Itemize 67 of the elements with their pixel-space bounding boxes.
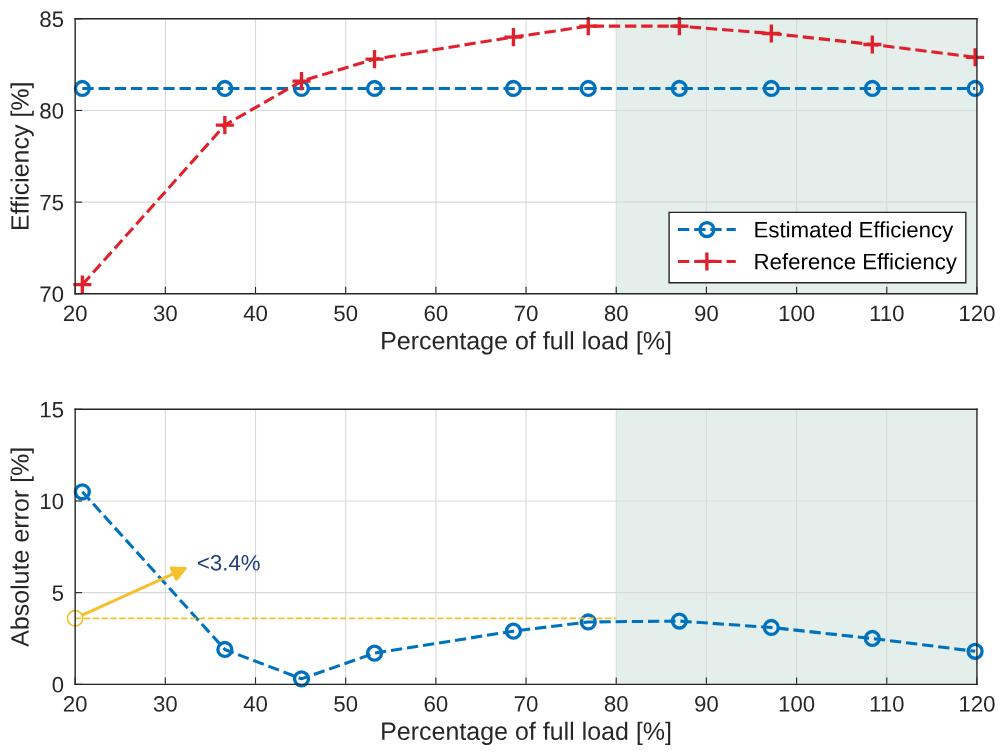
point <box>502 26 525 48</box>
x-tick-label: 60 <box>424 696 448 712</box>
point <box>762 79 780 98</box>
point <box>760 22 783 45</box>
point <box>577 15 599 37</box>
point <box>363 48 386 70</box>
x-tick-label: 120 <box>960 696 995 712</box>
point <box>861 33 884 56</box>
x-tick-label: 70 <box>514 305 538 322</box>
x-tick-label: 100 <box>779 305 815 322</box>
x-tick-label: 40 <box>243 305 267 322</box>
x-tick-label: 30 <box>153 696 177 712</box>
x-tick-label: 50 <box>334 696 358 712</box>
point <box>71 273 94 296</box>
y-tick-label: 0 <box>52 676 64 693</box>
point <box>964 46 986 68</box>
point <box>966 79 984 98</box>
point <box>579 79 597 98</box>
y-tick-label: 15 <box>41 402 64 418</box>
x-axis-title: Percentage of full load [%] <box>382 721 671 746</box>
point <box>365 79 384 98</box>
point <box>504 79 523 98</box>
y-tick-label: 70 <box>40 286 64 303</box>
point <box>66 609 84 627</box>
point <box>73 79 91 98</box>
x-tick-label: 80 <box>604 305 628 322</box>
point <box>365 644 384 662</box>
y-tick-label: 85 <box>40 11 64 28</box>
point <box>670 79 688 98</box>
point <box>670 612 688 630</box>
point <box>579 613 597 631</box>
y-axis-title: Efficiency [%] <box>10 83 34 230</box>
x-tick-label: 80 <box>604 696 628 712</box>
x-tick-label: 100 <box>779 696 815 712</box>
point <box>762 618 780 637</box>
y-tick-label: 5 <box>52 585 64 601</box>
legend-label: Estimated Efficiency <box>755 221 954 242</box>
x-tick-label: 90 <box>695 305 718 322</box>
y-tick-label: 80 <box>40 103 64 119</box>
x-tick-label: 110 <box>870 696 904 712</box>
point <box>290 70 313 92</box>
point <box>73 483 91 501</box>
x-tick-label: 110 <box>870 305 904 322</box>
point <box>214 114 236 136</box>
x-tick-label: 70 <box>514 696 538 712</box>
point <box>863 629 881 648</box>
x-tick-label: 50 <box>334 305 358 322</box>
y-axis-title: Absolute error [%] <box>10 448 34 647</box>
point <box>863 79 881 98</box>
x-tick-label: 60 <box>424 305 448 322</box>
y-tick-label: 75 <box>40 194 64 211</box>
point <box>966 642 984 660</box>
point <box>504 622 523 640</box>
point <box>668 15 691 37</box>
x-tick-label: 20 <box>63 305 87 322</box>
annotation: <3.4% <box>197 554 260 571</box>
x-tick-label: 40 <box>243 696 267 712</box>
x-tick-label: 120 <box>960 305 995 322</box>
x-axis-title: Percentage of full load [%] <box>382 331 671 355</box>
x-tick-label: 20 <box>63 696 87 712</box>
x-tick-label: 90 <box>695 696 718 712</box>
x-tick-label: 30 <box>153 305 177 322</box>
y-tick-label: 10 <box>41 493 64 510</box>
point <box>216 79 234 98</box>
point <box>292 670 311 688</box>
point <box>216 640 234 659</box>
legend-label: Reference Efficiency <box>755 253 957 274</box>
